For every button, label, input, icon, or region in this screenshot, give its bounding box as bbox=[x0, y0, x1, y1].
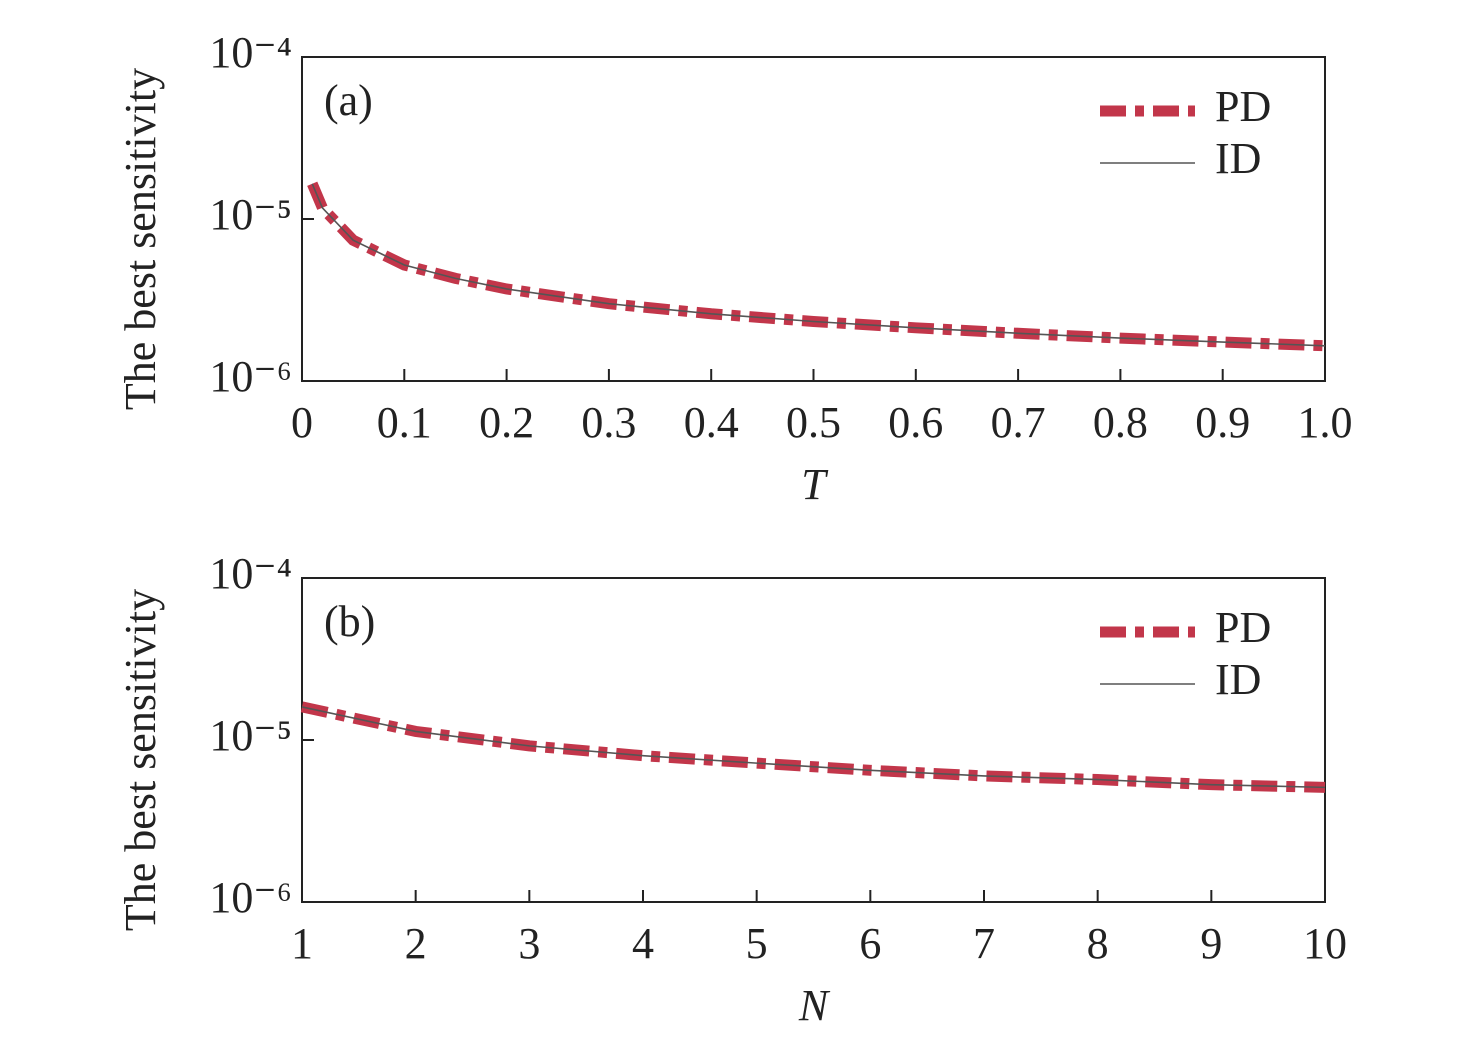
x-tick-label: 0.6 bbox=[888, 398, 943, 447]
legend-label: ID bbox=[1215, 134, 1261, 183]
y-axis-label: The best sensitivity bbox=[116, 589, 165, 931]
x-tick-label: 10 bbox=[1303, 919, 1347, 968]
y-tick-label: 10⁻⁵ bbox=[209, 711, 292, 760]
x-tick-label: 1.0 bbox=[1298, 398, 1353, 447]
x-tick-label: 0.2 bbox=[479, 398, 534, 447]
data-line bbox=[301, 706, 1326, 789]
legend-label: ID bbox=[1215, 655, 1261, 704]
x-tick-label: 9 bbox=[1200, 919, 1222, 968]
x-tick-label: 8 bbox=[1087, 919, 1109, 968]
x-tick-label: 1 bbox=[291, 919, 313, 968]
legend-label: PD bbox=[1215, 603, 1271, 652]
legend-label: PD bbox=[1215, 82, 1271, 131]
x-tick-label: 0.4 bbox=[684, 398, 739, 447]
y-tick-label: 10⁻⁴ bbox=[209, 28, 292, 77]
x-tick-label: 0 bbox=[291, 398, 313, 447]
x-axis-label: T bbox=[801, 460, 829, 509]
y-tick-label: 10⁻⁵ bbox=[209, 190, 292, 239]
y-tick-label: 10⁻⁶ bbox=[209, 873, 292, 922]
x-tick-label: 0.7 bbox=[991, 398, 1046, 447]
x-tick-label: 5 bbox=[746, 919, 768, 968]
y-tick-label: 10⁻⁶ bbox=[209, 352, 292, 401]
x-tick-label: 0.9 bbox=[1195, 398, 1250, 447]
x-tick-label: 3 bbox=[518, 919, 540, 968]
x-tick-label: 0.5 bbox=[786, 398, 841, 447]
data-line bbox=[311, 183, 1326, 347]
x-tick-label: 6 bbox=[859, 919, 881, 968]
x-tick-label: 2 bbox=[405, 919, 427, 968]
data-line bbox=[300, 701, 1326, 793]
x-tick-label: 7 bbox=[973, 919, 995, 968]
x-tick-label: 4 bbox=[632, 919, 654, 968]
y-axis-label: The best sensitivity bbox=[116, 68, 165, 410]
x-tick-label: 0.3 bbox=[581, 398, 636, 447]
x-axis-label: N bbox=[798, 981, 831, 1030]
x-tick-label: 0.1 bbox=[377, 398, 432, 447]
panel-label: (a) bbox=[324, 76, 373, 125]
x-tick-label: 0.8 bbox=[1093, 398, 1148, 447]
y-tick-label: 10⁻⁴ bbox=[209, 549, 292, 598]
panel-label: (b) bbox=[324, 597, 375, 646]
